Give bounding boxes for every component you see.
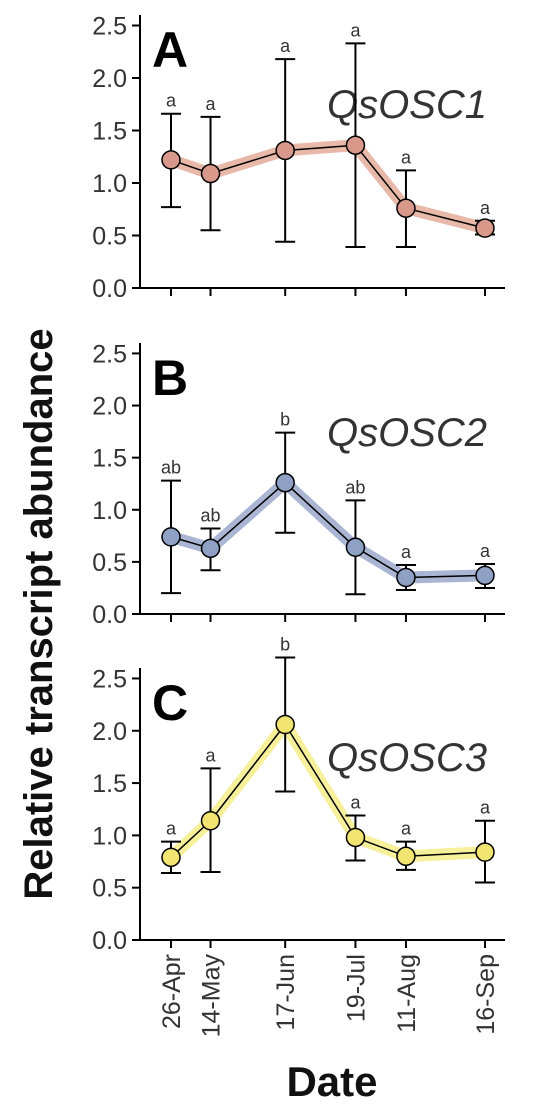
- data-point: [475, 218, 495, 238]
- y-tick-label: 2.5: [92, 13, 127, 41]
- significance-letter: a: [166, 819, 177, 839]
- data-point: [200, 810, 221, 831]
- x-tick-label: 14-May: [198, 954, 226, 1038]
- significance-letter: ab: [201, 506, 221, 526]
- y-tick-label: 1.5: [92, 770, 127, 798]
- significance-letter: a: [401, 819, 412, 839]
- significance-letter: a: [206, 745, 217, 765]
- data-point: [345, 135, 366, 155]
- data-point: [345, 827, 366, 848]
- y-tick-label: 1.0: [92, 497, 127, 525]
- gene-name-label: QsOSC2: [327, 411, 487, 455]
- panels-group: 0.0 0.5 1.0 1.5 2.0 2.5 A QsOSC1 a a a a a a 0.0 0.5 1.0…: [92, 13, 505, 1038]
- y-tick-label: 2.5: [92, 340, 127, 368]
- y-tick-label: 0.5: [92, 549, 127, 577]
- panel-letter: B: [152, 350, 188, 406]
- significance-letter: a: [166, 91, 177, 111]
- panel-c: 0.0 0.5 1.0 1.5 2.0 2.5 C QsOSC3 a a b a a a: [92, 635, 505, 955]
- significance-letter: a: [401, 147, 412, 167]
- data-point: [475, 842, 495, 862]
- y-tick-label: 1.0: [92, 822, 127, 850]
- significance-letter: a: [350, 20, 361, 40]
- y-tick-label: 0.5: [92, 875, 127, 903]
- data-point: [275, 714, 295, 735]
- data-point: [396, 567, 416, 588]
- panel-a: 0.0 0.5 1.0 1.5 2.0 2.5 A QsOSC1 a a a a a a: [92, 13, 505, 303]
- significance-letter: a: [401, 542, 412, 562]
- gene-name-label: QsOSC1: [327, 83, 487, 127]
- gene-name-label: QsOSC3: [327, 736, 487, 780]
- y-tick-label: 1.5: [92, 445, 127, 473]
- significance-letter: a: [480, 198, 491, 218]
- data-point: [275, 140, 295, 161]
- significance-letter: a: [206, 94, 217, 114]
- y-tick-label: 0.0: [92, 601, 127, 629]
- data-point: [161, 847, 181, 868]
- x-tick-label: 26-Apr: [158, 954, 186, 1029]
- data-point: [345, 537, 366, 558]
- panel-letter: A: [152, 22, 188, 78]
- y-tick-label: 2.0: [92, 393, 127, 421]
- data-point: [161, 527, 181, 547]
- x-tick-label: 17-Jun: [272, 954, 300, 1030]
- significance-letter: b: [280, 635, 290, 655]
- significance-letter: ab: [345, 477, 365, 497]
- panel-b: 0.0 0.5 1.0 1.5 2.0 2.5 B QsOSC2 ab ab b ab a a: [92, 340, 505, 629]
- y-tick-label: 1.0: [92, 170, 127, 198]
- x-tick-label: 16-Sep: [472, 954, 500, 1035]
- x-axis-title: Date: [286, 1058, 377, 1105]
- significance-letter: a: [480, 798, 491, 818]
- y-tick-label: 0.5: [92, 223, 127, 251]
- significance-letter: b: [280, 410, 290, 430]
- significance-letter: a: [480, 541, 491, 561]
- x-tick-label: 11-Aug: [393, 954, 421, 1033]
- y-tick-label: 0.0: [92, 275, 127, 303]
- x-tick-label: 19-Jul: [342, 954, 370, 1022]
- data-point: [475, 565, 495, 586]
- data-point: [161, 150, 181, 170]
- significance-letter: a: [280, 36, 291, 56]
- series-ribbon: [165, 476, 491, 584]
- data-point: [200, 538, 221, 559]
- data-point: [200, 163, 221, 184]
- data-point: [396, 198, 416, 218]
- series-line: [170, 144, 486, 229]
- y-tick-label: 2.0: [92, 718, 127, 746]
- significance-letter: a: [350, 793, 361, 813]
- y-tick-label: 1.5: [92, 118, 127, 146]
- data-point: [396, 846, 416, 867]
- y-tick-label: 2.5: [92, 665, 127, 693]
- y-tick-label: 2.0: [92, 65, 127, 93]
- y-axis-title: Relative transcript abundance: [17, 328, 61, 899]
- significance-letter: ab: [161, 458, 181, 478]
- y-tick-label: 0.0: [92, 927, 127, 955]
- panel-letter: C: [152, 675, 188, 731]
- data-point: [275, 472, 295, 493]
